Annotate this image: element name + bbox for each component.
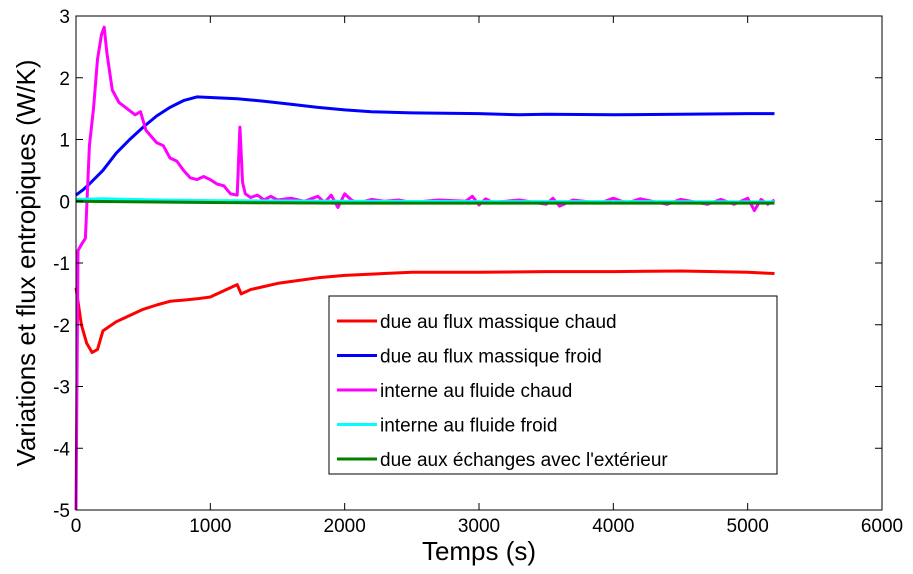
y-tick-label: -3 <box>53 378 70 399</box>
y-tick-label: 3 <box>59 7 70 28</box>
legend-label: due aux échanges avec l'extérieur <box>380 450 668 471</box>
y-axis-label: Variations et flux entropiques (W/K) <box>11 59 41 466</box>
y-tick-label: -4 <box>53 439 70 460</box>
series-layer <box>74 25 776 511</box>
series-line-5 <box>75 199 775 205</box>
x-tick-label: 2000 <box>324 516 366 537</box>
x-tick-label: 6000 <box>861 516 903 537</box>
y-tick-label: -2 <box>53 316 70 337</box>
y-tick-label: -1 <box>53 254 70 275</box>
x-tick-label: 5000 <box>727 516 769 537</box>
x-tick-label: 1000 <box>189 516 231 537</box>
legend-label: due au flux massique chaud <box>380 312 617 333</box>
x-tick-label: 4000 <box>592 516 634 537</box>
ticks-layer: 0 1000 2000 3000 4000 5000 6000 -5 -4 -3 -2 -1 0 1 2 3 <box>53 7 903 537</box>
y-tick-label: 1 <box>59 131 70 152</box>
x-tick-label: 0 <box>71 516 82 537</box>
series-line-1 <box>74 269 775 354</box>
series-line-2 <box>75 95 775 197</box>
legend-label: due au flux massique froid <box>380 347 602 368</box>
legend: due au flux massique chaud due au flux ma… <box>328 295 778 475</box>
y-tick-label: -5 <box>53 501 70 522</box>
y-tick-label: 2 <box>59 69 70 90</box>
x-axis-label: Temps (s) <box>422 536 536 566</box>
y-tick-label: 0 <box>59 192 70 213</box>
legend-label: interne au fluide chaud <box>380 381 572 402</box>
legend-box <box>328 295 778 475</box>
legend-label: interne au fluide froid <box>380 416 557 437</box>
x-tick-label: 3000 <box>458 516 500 537</box>
